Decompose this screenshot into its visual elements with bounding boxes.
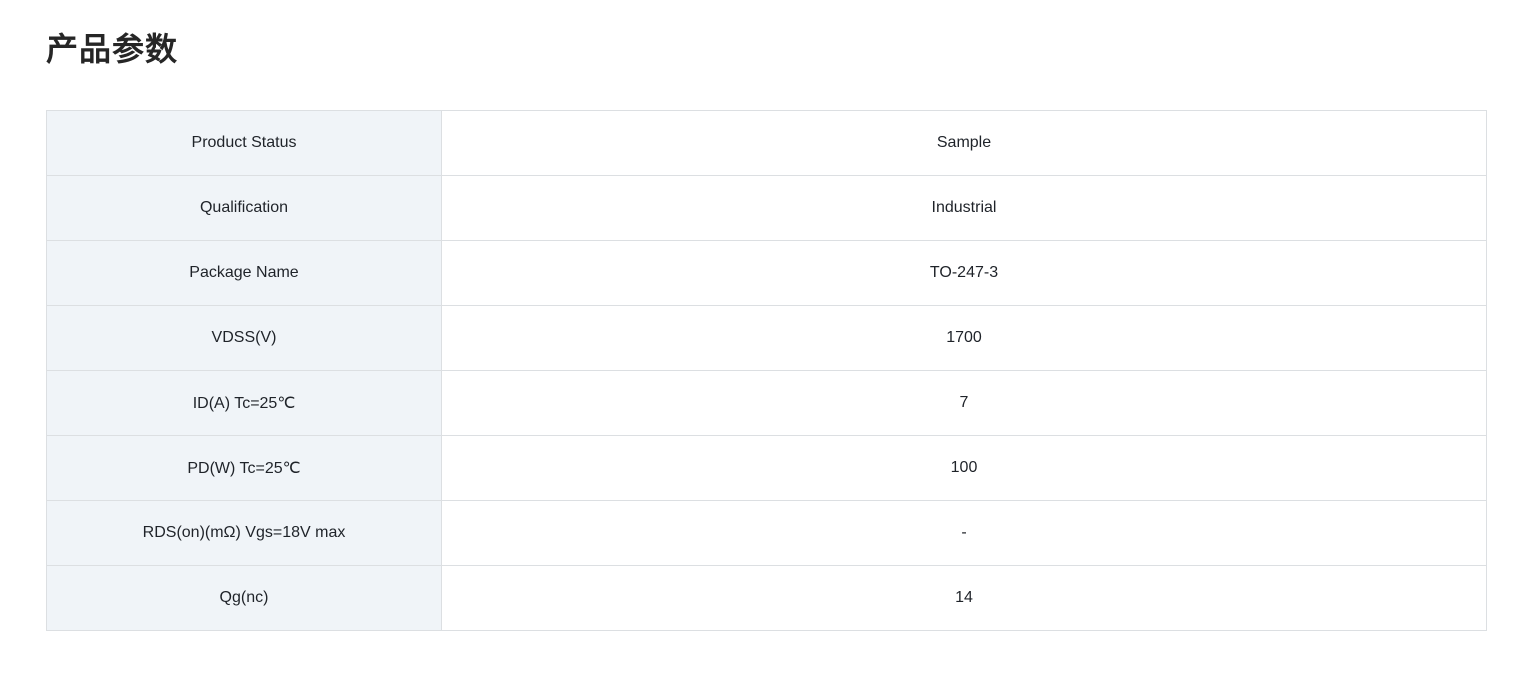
table-row: Qualification Industrial bbox=[46, 175, 1487, 241]
param-label: Qg(nc) bbox=[46, 565, 442, 631]
table-row: RDS(on)(mΩ) Vgs=18V max - bbox=[46, 500, 1487, 566]
param-value: - bbox=[441, 500, 1487, 566]
param-label: RDS(on)(mΩ) Vgs=18V max bbox=[46, 500, 442, 566]
param-label: Product Status bbox=[46, 110, 442, 176]
table-row: ID(A) Tc=25℃ 7 bbox=[46, 370, 1487, 436]
param-label: VDSS(V) bbox=[46, 305, 442, 371]
param-value: 1700 bbox=[441, 305, 1487, 371]
section-title: 产品参数 bbox=[46, 31, 179, 67]
table-row: Product Status Sample bbox=[46, 110, 1487, 176]
table-row: Package Name TO-247-3 bbox=[46, 240, 1487, 306]
param-label: Qualification bbox=[46, 175, 442, 241]
product-parameters-section: 产品参数 Product Status Sample Qualification… bbox=[46, 31, 1487, 631]
param-label: PD(W) Tc=25℃ bbox=[46, 435, 442, 501]
param-label: ID(A) Tc=25℃ bbox=[46, 370, 442, 436]
param-value: 7 bbox=[441, 370, 1487, 436]
table-row: Qg(nc) 14 bbox=[46, 565, 1487, 631]
product-parameters-table: Product Status Sample Qualification Indu… bbox=[46, 110, 1487, 631]
table-row: VDSS(V) 1700 bbox=[46, 305, 1487, 371]
param-value: TO-247-3 bbox=[441, 240, 1487, 306]
param-value: Sample bbox=[441, 110, 1487, 176]
param-value: Industrial bbox=[441, 175, 1487, 241]
param-value: 14 bbox=[441, 565, 1487, 631]
param-label: Package Name bbox=[46, 240, 442, 306]
param-value: 100 bbox=[441, 435, 1487, 501]
table-row: PD(W) Tc=25℃ 100 bbox=[46, 435, 1487, 501]
